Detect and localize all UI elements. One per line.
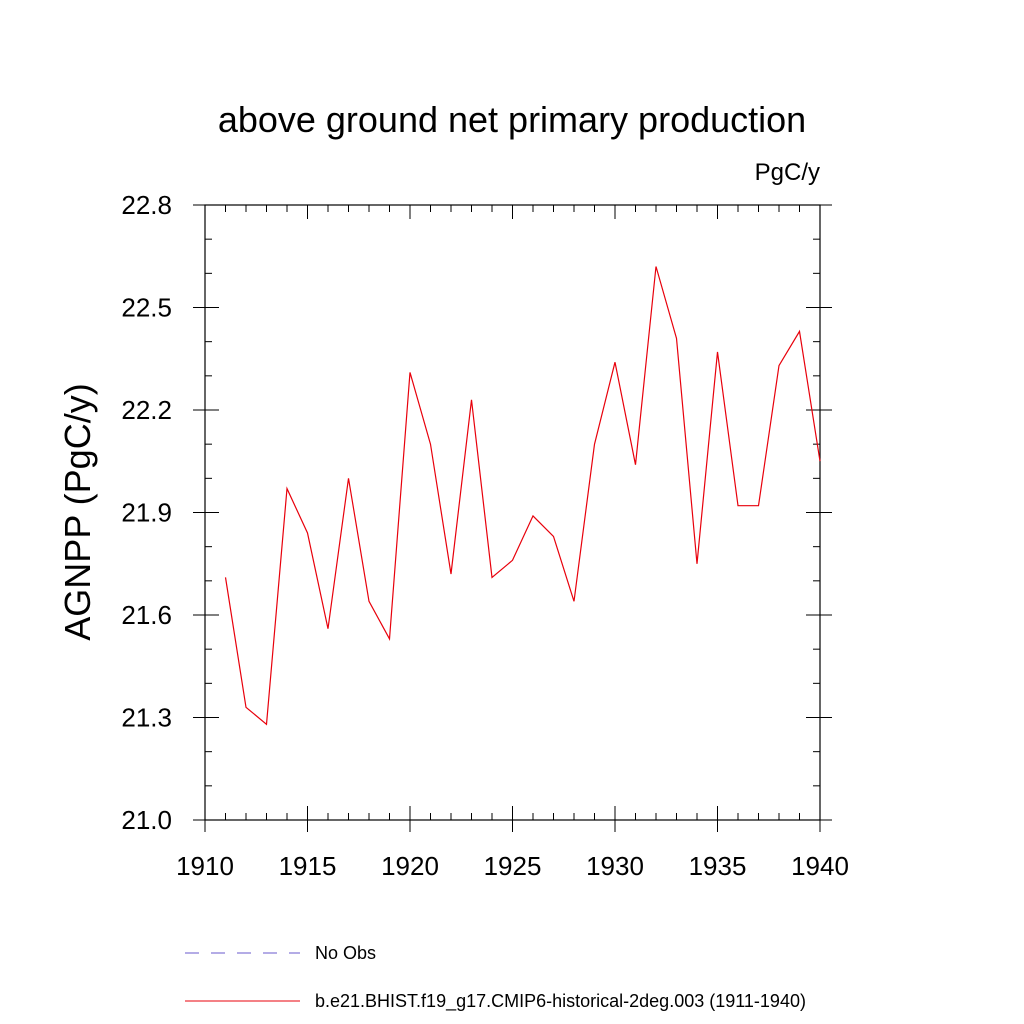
series-line: [224, 266, 821, 726]
x-tick-label: 1940: [791, 851, 849, 881]
chart-title: above ground net primary production: [218, 99, 806, 140]
x-tick-label: 1930: [586, 851, 644, 881]
y-tick-label: 22.8: [121, 190, 172, 220]
y-axis-label: AGNPP (PgC/y): [57, 383, 98, 640]
y-tick-label: 21.0: [121, 805, 172, 835]
units-label: PgC/y: [755, 159, 820, 186]
x-tick-label: 1910: [176, 851, 234, 881]
x-tick-label: 1925: [484, 851, 542, 881]
x-tick-label: 1915: [279, 851, 337, 881]
legend: No Obs b.e21.BHIST.f19_g17.CMIP6-historic…: [185, 943, 806, 1012]
plot-area: 1910 1915 1920 1925 1930 1935 1940 21.0 21.3 21.6…: [121, 190, 849, 881]
y-tick-label: 21.3: [121, 703, 172, 733]
legend-label: b.e21.BHIST.f19_g17.CMIP6-historical-2de…: [315, 991, 806, 1012]
x-tick-label: 1935: [689, 851, 747, 881]
y-tick-label: 22.5: [121, 293, 172, 323]
y-tick-label: 22.2: [121, 395, 172, 425]
y-tick-label: 21.6: [121, 600, 172, 630]
y-tick-label: 21.9: [121, 498, 172, 528]
plot-frame: [204, 204, 821, 821]
legend-label: No Obs: [315, 943, 376, 963]
x-tick-label: 1920: [381, 851, 439, 881]
